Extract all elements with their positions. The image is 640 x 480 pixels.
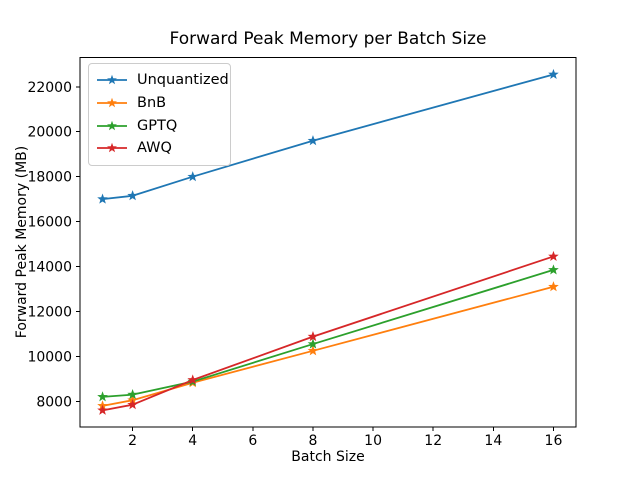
x-tick-label: 6: [248, 433, 257, 449]
series-line: [101, 269, 555, 398]
y-tick-label: 16000: [27, 215, 72, 231]
axes-frame: [79, 57, 577, 428]
data-point-marker: [127, 190, 138, 201]
x-axis: 2 4 6 8 10 12 14 16: [128, 427, 562, 449]
data-point-marker: [127, 389, 138, 400]
x-axis-label: Batch Size: [291, 449, 365, 465]
legend-marker-icon: [97, 143, 127, 153]
y-tick-label: 20000: [27, 125, 72, 141]
data-point-marker: [307, 135, 319, 146]
series-line: [101, 285, 555, 407]
legend-item-unquantized: Unquantized: [96, 69, 229, 92]
chart-title: Forward Peak Memory per Batch Size: [169, 29, 487, 49]
y-tick-label: 18000: [27, 170, 72, 186]
y-tick-label: 14000: [27, 260, 72, 276]
data-point-marker: [187, 374, 199, 385]
x-tick-label: 16: [545, 433, 563, 449]
series-unquantized: [97, 68, 559, 204]
x-tick-label: 10: [364, 433, 382, 449]
legend-label: GPTQ: [137, 117, 178, 134]
legend-marker-icon: [97, 75, 127, 85]
data-point-marker: [307, 338, 319, 349]
data-point-marker: [548, 264, 559, 275]
legend-marker-icon: [97, 120, 127, 130]
data-point-marker: [97, 193, 108, 204]
y-tick-label: 12000: [27, 304, 72, 320]
x-tick-label: 12: [424, 433, 442, 449]
x-tick-label: 8: [309, 433, 318, 449]
legend-item-gptq: GPTQ: [96, 114, 222, 137]
y-tick-label: 10000: [27, 349, 72, 365]
x-tick-label: 14: [484, 433, 502, 449]
data-point-marker: [307, 331, 319, 342]
y-axis-label-text: Forward Peak Memory (MB): [14, 145, 30, 339]
data-point-marker: [97, 391, 108, 402]
legend: Unquantized BnB GPTQ AWQ: [88, 63, 231, 166]
data-point-marker: [548, 68, 559, 79]
series-gptq: [97, 264, 559, 402]
legend-item-awq: AWQ: [96, 137, 222, 160]
y-axis: 8000 10000 12000 14000 16000 18000 20000 22000: [27, 80, 80, 410]
legend-marker-icon: [97, 97, 127, 108]
data-point-marker: [548, 250, 559, 261]
data-point-marker: [127, 399, 138, 410]
legend-label: AWQ: [137, 140, 172, 157]
y-tick-label: 8000: [36, 394, 72, 410]
legend-label: BnB: [137, 95, 167, 112]
data-point-marker: [97, 404, 108, 415]
data-point-marker: [548, 281, 559, 292]
plot-border: [79, 57, 577, 428]
series-awq: [97, 250, 559, 415]
data-point-marker: [307, 345, 319, 356]
y-tick-label: 22000: [27, 80, 72, 96]
x-tick-label: 4: [188, 433, 197, 449]
data-point-marker: [187, 171, 199, 182]
x-tick-label: 2: [128, 433, 137, 449]
legend-item-bnb: BnB: [96, 92, 222, 115]
legend-label: Unquantized: [137, 72, 229, 89]
